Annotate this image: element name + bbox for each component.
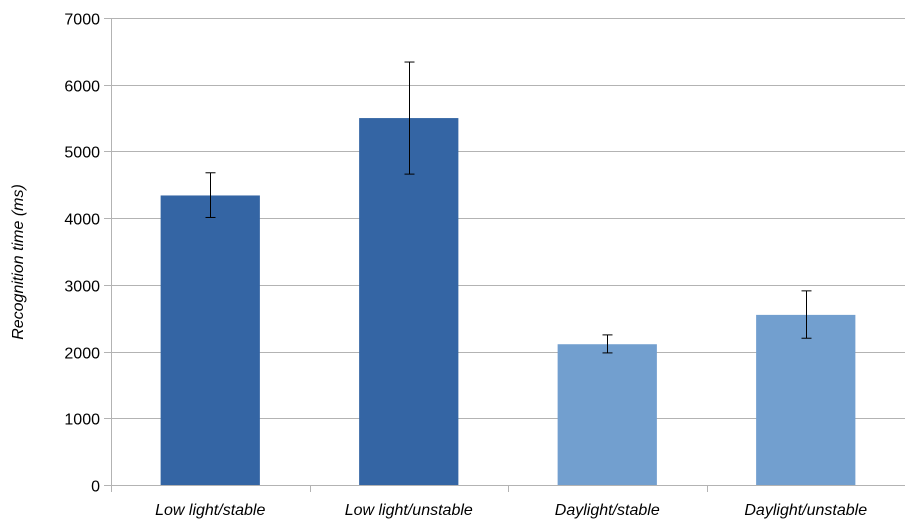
y-tick-label: 4000 — [64, 212, 100, 229]
error-bar — [404, 61, 415, 175]
x-tick-label: Daylight/unstable — [744, 502, 867, 519]
y-tick-label: 1000 — [64, 412, 100, 429]
bar — [756, 314, 856, 485]
x-tick-label: Low light/unstable — [345, 502, 473, 519]
y-tick-label: 3000 — [64, 279, 100, 296]
error-bar — [801, 290, 812, 339]
labels: 0 1000 2000 3000 4000 5000 6000 7000 Low light/s… — [64, 12, 867, 520]
x-tick-label: Low light/stable — [155, 502, 265, 519]
y-axis-title: Recognition time (ms) — [10, 184, 27, 340]
y-tick-label: 6000 — [64, 79, 100, 96]
x-tick-label: Daylight/stable — [555, 502, 660, 519]
error-bar — [602, 334, 613, 354]
axes — [104, 18, 905, 492]
bar — [160, 195, 260, 485]
y-tick-label: 0 — [91, 479, 100, 496]
y-tick-label: 5000 — [64, 145, 100, 162]
bars — [160, 118, 856, 486]
bar — [557, 344, 657, 485]
y-tick-label: 7000 — [64, 12, 100, 29]
y-tick-label: 2000 — [64, 346, 100, 363]
error-bars — [205, 61, 812, 354]
error-bar — [205, 172, 216, 218]
bar — [359, 118, 459, 486]
